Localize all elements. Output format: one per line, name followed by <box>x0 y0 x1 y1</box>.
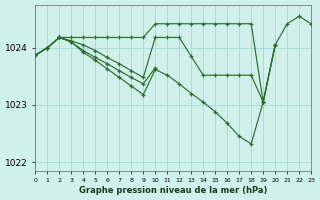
X-axis label: Graphe pression niveau de la mer (hPa): Graphe pression niveau de la mer (hPa) <box>79 186 268 195</box>
